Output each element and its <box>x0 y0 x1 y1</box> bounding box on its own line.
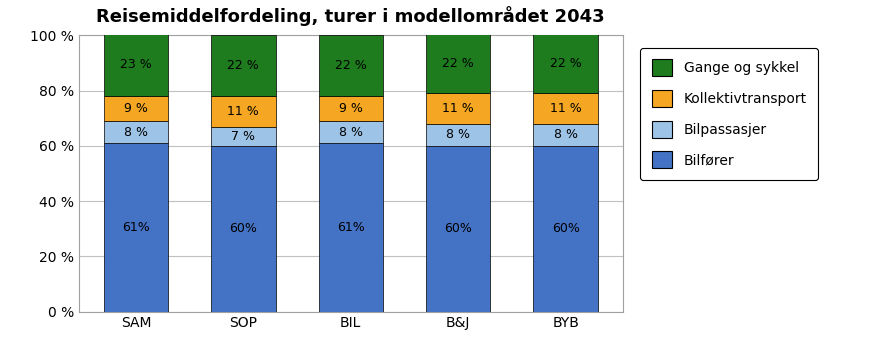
Bar <box>426 33 490 93</box>
Text: 11 %: 11 % <box>550 102 581 115</box>
Text: 11 %: 11 % <box>227 105 260 118</box>
Text: 8 %: 8 % <box>553 128 578 141</box>
Text: 60%: 60% <box>230 222 257 235</box>
Bar <box>318 35 383 96</box>
Bar <box>103 143 168 312</box>
Bar <box>211 35 275 96</box>
Text: 7 %: 7 % <box>232 130 255 143</box>
Bar <box>211 96 275 126</box>
Text: 8 %: 8 % <box>124 126 148 138</box>
Bar <box>318 143 383 312</box>
Text: 11 %: 11 % <box>442 102 474 115</box>
Legend: Gange og sykkel, Kollektivtransport, Bilpassasjer, Bilfører: Gange og sykkel, Kollektivtransport, Bil… <box>640 48 817 179</box>
Text: 9 %: 9 % <box>124 102 148 115</box>
Bar <box>103 33 168 96</box>
Bar <box>533 146 598 312</box>
Text: 61%: 61% <box>122 221 150 234</box>
Bar <box>426 146 490 312</box>
Text: 8 %: 8 % <box>339 126 363 138</box>
Bar <box>426 93 490 124</box>
Bar <box>426 124 490 146</box>
Text: 9 %: 9 % <box>339 102 363 115</box>
Bar <box>533 124 598 146</box>
Bar <box>533 33 598 93</box>
Bar <box>211 146 275 312</box>
Text: 60%: 60% <box>445 222 472 235</box>
Bar <box>211 126 275 146</box>
Bar <box>103 121 168 143</box>
Bar <box>318 96 383 121</box>
Text: 22 %: 22 % <box>442 57 474 69</box>
Text: 22 %: 22 % <box>227 59 260 72</box>
Text: 22 %: 22 % <box>550 57 581 69</box>
Bar <box>318 121 383 143</box>
Text: 61%: 61% <box>337 221 365 234</box>
Text: 60%: 60% <box>552 222 580 235</box>
Text: 8 %: 8 % <box>446 128 470 141</box>
Bar <box>103 96 168 121</box>
Text: 22 %: 22 % <box>335 59 367 72</box>
Title: Reisemiddelfordeling, turer i modellområdet 2043: Reisemiddelfordeling, turer i modellområ… <box>96 6 605 25</box>
Text: 23 %: 23 % <box>120 58 152 71</box>
Bar <box>533 93 598 124</box>
